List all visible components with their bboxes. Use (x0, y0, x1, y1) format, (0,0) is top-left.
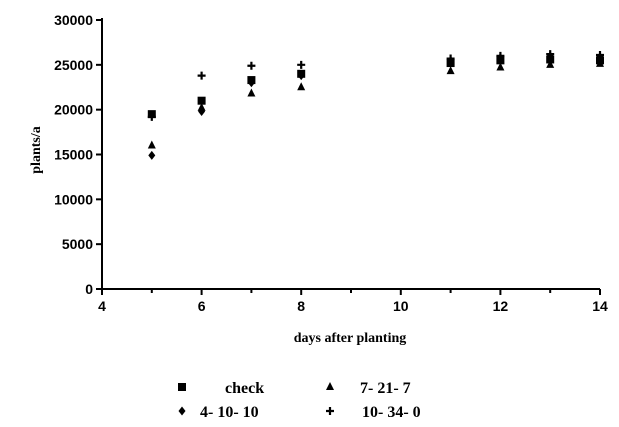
y-tick-label: 30000 (54, 12, 93, 28)
data-point-10-34-0 (546, 50, 555, 59)
x-axis-title: days after planting (294, 331, 407, 346)
y-axis: 0 5000 10000 15000 20000 25000 30000 (54, 12, 103, 297)
legend: check 7- 21- 7 4- 10- 10 10- 34- 0 (178, 380, 421, 421)
x-tick-label: 8 (297, 298, 305, 314)
data-point-10-34-0 (596, 50, 604, 59)
data-point-7-21-7 (297, 82, 306, 91)
y-axis-title: plants/a (29, 126, 44, 173)
data-point-7-21-7 (596, 58, 604, 67)
legend-4-10-10-icon (178, 406, 186, 416)
x-tick-label: 4 (98, 298, 106, 314)
legend-label-10-34-0: 10- 34- 0 (362, 404, 421, 421)
y-tick-label: 10000 (54, 191, 93, 207)
data-point-7-21-7 (197, 102, 206, 111)
legend-7-21-7-icon (326, 382, 334, 390)
data-point-7-21-7 (546, 59, 555, 68)
x-tick-label: 14 (592, 298, 608, 314)
y-tick-label: 0 (85, 281, 93, 297)
data-point-10-34-0 (197, 71, 206, 80)
legend-marker-check (178, 383, 186, 391)
data-point-4-10-10 (198, 106, 206, 116)
data-point-7-21-7 (247, 88, 256, 97)
data-point-10-34-0 (297, 60, 306, 69)
legend-marker-7-21-7 (326, 382, 334, 390)
x-tick-label: 6 (198, 298, 206, 314)
data-point-7-21-7 (496, 62, 505, 71)
data-point-10-34-0 (496, 51, 505, 60)
data-point-7-21-7 (147, 140, 156, 149)
x-tick-label: 10 (393, 298, 409, 314)
legend-label-4-10-10: 4- 10- 10 (200, 404, 259, 421)
x-axis: 4 6 8 10 12 14 (98, 288, 608, 314)
data-point-4-10-10 (247, 78, 255, 88)
legend-check-icon (178, 383, 186, 391)
legend-marker-4-10-10 (178, 406, 186, 416)
y-tick-label: 15000 (54, 147, 93, 163)
data-point-7-21-7 (446, 66, 455, 75)
data-point-4-10-10 (148, 150, 156, 160)
legend-label-check: check (225, 380, 264, 397)
data-point-4-10-10 (297, 71, 305, 81)
legend-marker-10-34-0 (326, 407, 334, 415)
y-tick-label: 25000 (54, 57, 93, 73)
data-point-10-34-0 (446, 54, 455, 63)
data-point-10-34-0 (147, 112, 156, 121)
x-tick-label: 12 (493, 298, 509, 314)
y-tick-label: 20000 (54, 102, 93, 118)
data-point-check (197, 96, 206, 105)
y-tick-label: 5000 (62, 236, 93, 252)
legend-10-34-0-icon (326, 407, 334, 415)
legend-label-7-21-7: 7- 21- 7 (360, 380, 411, 397)
data-point-10-34-0 (247, 61, 256, 70)
data-points (147, 50, 604, 160)
